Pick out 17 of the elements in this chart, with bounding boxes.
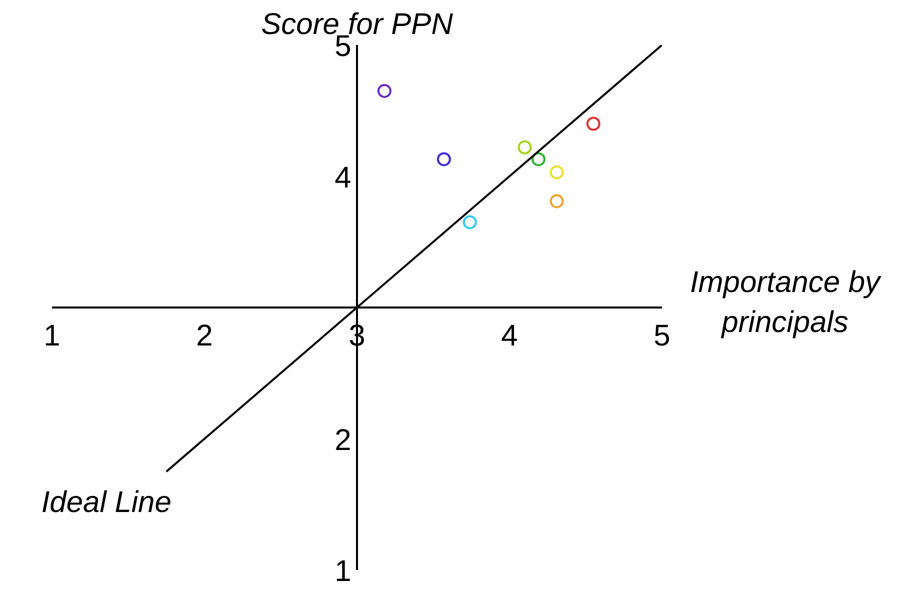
point xyxy=(436,152,451,166)
x-tick-label: 4 xyxy=(501,320,518,352)
point xyxy=(586,116,600,131)
x-tick-label: 2 xyxy=(196,320,213,352)
point xyxy=(462,215,477,230)
series-label: Ideal Line xyxy=(40,486,172,520)
x-tick-label: 5 xyxy=(654,320,670,352)
point xyxy=(550,194,564,208)
point xyxy=(377,84,392,98)
point xyxy=(550,165,564,180)
point xyxy=(531,152,546,166)
y-tick-label: 1 xyxy=(334,555,352,588)
y-tick-label: 2 xyxy=(334,424,352,457)
x-axis-title: Importance by principals xyxy=(688,264,882,340)
x-tick-label: 1 xyxy=(44,320,60,352)
y-tick-label: 4 xyxy=(334,161,352,194)
point xyxy=(518,140,532,154)
